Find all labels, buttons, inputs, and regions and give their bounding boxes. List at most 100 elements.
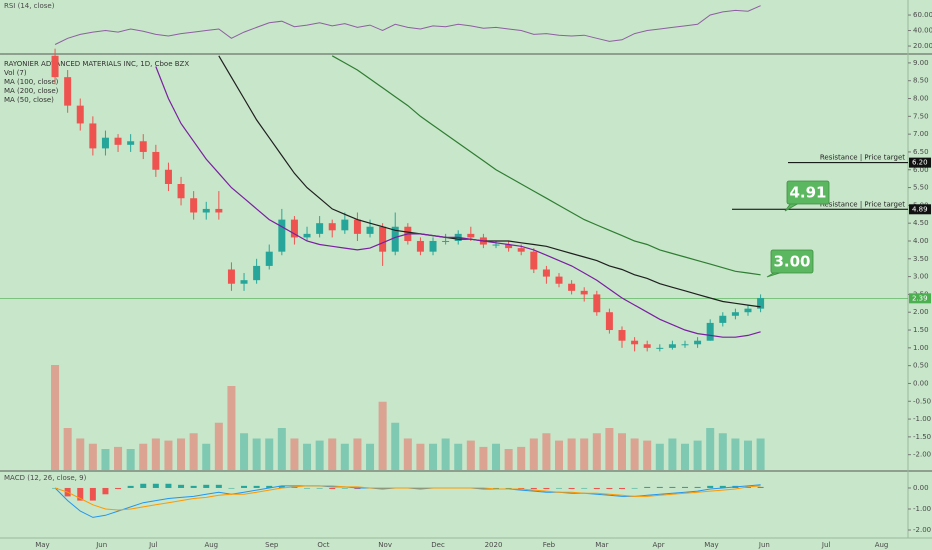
candle-body — [391, 226, 399, 252]
candle-body — [656, 347, 664, 349]
y-tick-label: 3.00 — [913, 273, 929, 281]
candle-body — [328, 223, 336, 231]
volume-bar — [492, 443, 501, 470]
macd-histogram-bar — [505, 487, 512, 489]
macd-histogram-bar — [606, 487, 613, 490]
candle-body — [341, 219, 349, 231]
moving-average — [218, 55, 761, 308]
macd-histogram-bar — [102, 487, 109, 495]
macd-histogram-bar — [682, 486, 689, 488]
candle-body — [114, 137, 122, 145]
macd-histogram-bar — [707, 485, 714, 488]
volume-bar — [517, 446, 526, 470]
volume-bar — [668, 438, 677, 470]
macd-histogram-bar — [178, 484, 185, 488]
volume-bar — [504, 449, 513, 470]
candle-body — [240, 280, 248, 284]
volume-bar — [706, 428, 715, 470]
candle-body — [278, 219, 286, 252]
candle-body — [631, 340, 639, 345]
moving-average — [331, 55, 761, 276]
x-tick-label: Aug — [204, 541, 218, 549]
volume-bar — [126, 449, 135, 470]
callout-box — [786, 180, 830, 205]
x-tick-label: Jun — [95, 541, 107, 549]
volume-bar — [277, 428, 286, 470]
macd-histogram-bar — [341, 487, 348, 489]
candle-body — [530, 251, 538, 270]
y-tick-label: -2.00 — [913, 526, 931, 534]
macd-histogram-bar — [228, 487, 235, 489]
volume-bar — [655, 443, 664, 470]
candle-body — [265, 251, 273, 266]
volume-bar — [429, 443, 438, 470]
macd-histogram-bar — [241, 485, 248, 488]
x-tick-label: Sep — [265, 541, 279, 549]
macd-histogram-bar — [744, 486, 751, 488]
candle-body — [379, 226, 387, 252]
volume-bar — [618, 433, 627, 470]
candle-body — [139, 141, 147, 152]
callout-label: 4.91 — [789, 184, 826, 202]
last-price-tag — [909, 293, 931, 304]
legend-entry: MA (100, close) — [4, 78, 59, 86]
y-tick-label: -1.50 — [913, 433, 931, 441]
candle-body — [290, 219, 298, 238]
macd-title: MACD (12, 26, close, 9) — [4, 474, 87, 482]
candle-body — [164, 169, 172, 184]
volume-bar — [114, 446, 123, 470]
macd-histogram-bar — [115, 487, 122, 490]
macd-histogram-bar — [568, 487, 575, 490]
rsi-line — [54, 5, 761, 45]
candle-body — [89, 123, 97, 149]
y-tick-label: 3.50 — [913, 255, 929, 263]
x-tick-label: Feb — [543, 541, 556, 549]
macd-histogram-bar — [190, 485, 197, 488]
candle-body — [668, 344, 676, 348]
candle-body — [517, 248, 525, 252]
candle-body — [190, 198, 198, 213]
y-tick-label: 4.00 — [913, 237, 929, 245]
volume-bar — [151, 438, 160, 470]
macd-histogram-bar — [253, 485, 260, 488]
macd-histogram-bar — [694, 486, 701, 488]
y-tick-label: -1.00 — [913, 415, 931, 423]
x-tick-label: Apr — [652, 541, 664, 549]
y-tick-label: 4.50 — [913, 219, 929, 227]
volume-bar — [164, 440, 173, 470]
candle-body — [416, 240, 424, 252]
price-target-tag — [909, 204, 931, 215]
y-tick-label: 1.50 — [913, 326, 929, 334]
macd-histogram-bar — [203, 484, 210, 488]
y-tick-label: -0.50 — [913, 397, 931, 405]
y-tick-label: 1.00 — [913, 344, 929, 352]
y-tick-label: 40.00 — [913, 27, 932, 35]
y-tick-label: 0.00 — [913, 379, 929, 387]
volume-bar — [240, 433, 249, 470]
callout-label: 3.00 — [773, 253, 810, 271]
volume-bar — [605, 428, 614, 470]
x-tick-label: Dec — [431, 541, 445, 549]
candle-body — [51, 55, 59, 78]
candle-body — [366, 226, 374, 234]
volume-bar — [630, 438, 639, 470]
macd-histogram-bar — [530, 487, 537, 490]
candle-body — [127, 141, 135, 145]
volume-bar — [416, 443, 425, 470]
y-tick-label: 8.50 — [913, 77, 929, 85]
candle-body — [505, 244, 513, 249]
macd-line — [54, 485, 761, 511]
macd-histogram-bar — [304, 487, 311, 489]
macd-histogram-bar — [543, 487, 550, 490]
y-tick-label: 7.50 — [913, 112, 929, 120]
y-tick-label: 0.00 — [913, 484, 929, 492]
candle-body — [442, 240, 450, 242]
candle-body — [731, 312, 739, 316]
candle-body — [580, 290, 588, 295]
macd-histogram-bar — [278, 485, 285, 488]
y-tick-label: 6.50 — [913, 148, 929, 156]
y-tick-label: 5.50 — [913, 184, 929, 192]
volume-bar — [303, 443, 312, 470]
candle-body — [202, 208, 210, 213]
candle-body — [542, 269, 550, 277]
